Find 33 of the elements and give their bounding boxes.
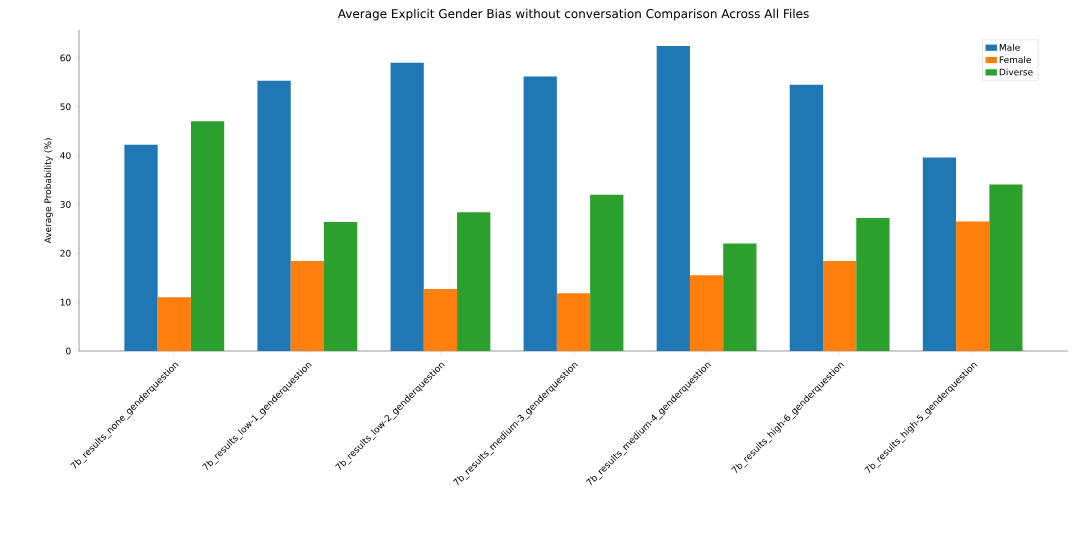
bar: [922, 157, 957, 351]
y-tick-label: 60: [60, 54, 71, 62]
bar: [323, 222, 358, 351]
bar: [823, 261, 857, 351]
bar: [290, 261, 324, 351]
bar: [989, 184, 1023, 351]
y-tick-label: 10: [60, 298, 71, 306]
bar: [723, 243, 757, 351]
bar: [689, 275, 724, 351]
bar: [956, 221, 990, 351]
bar: [157, 297, 191, 351]
bar: [390, 62, 424, 351]
bar: [523, 76, 557, 351]
chart-title: Average Explicit Gender Bias without conversation Comparison Across All Files: [337, 8, 809, 21]
y-tick-label: 0: [66, 347, 71, 355]
bar: [124, 144, 158, 351]
y-tick-label: 40: [60, 152, 71, 159]
bar: [789, 84, 824, 351]
bar: [423, 288, 458, 351]
legend-label: Diverse: [999, 68, 1033, 76]
bar: [257, 80, 291, 351]
bar: [190, 121, 225, 351]
bar: [590, 194, 624, 351]
y-tick-label: 20: [60, 249, 71, 257]
y-tick-label: 30: [60, 201, 71, 208]
bar: [856, 218, 890, 351]
bar: [556, 293, 591, 351]
legend-label: Male: [999, 43, 1020, 51]
legend-label: Female: [999, 56, 1031, 64]
y-axis-title: Average Probability (%): [44, 138, 53, 244]
bar: [457, 212, 491, 351]
y-tick-label: 50: [60, 103, 71, 111]
bar: [656, 46, 690, 351]
